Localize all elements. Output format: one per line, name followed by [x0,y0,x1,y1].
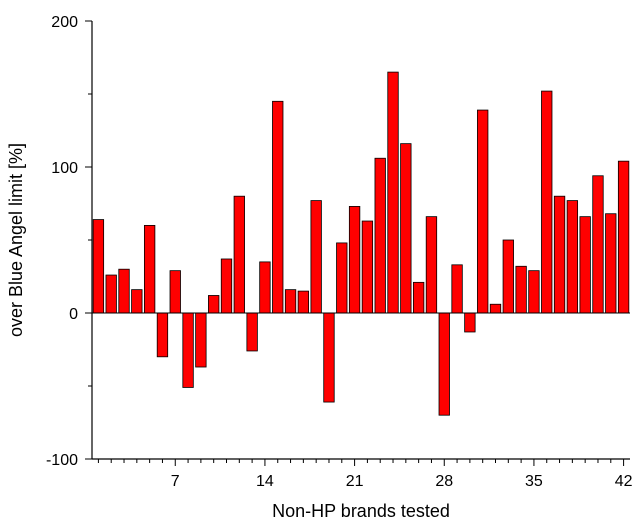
y-tick-label: 200 [51,14,78,31]
bar [233,195,245,314]
x-tick-label: 42 [615,473,633,490]
bar [387,71,399,314]
bar [143,224,156,314]
bar [361,220,374,314]
bar [553,195,566,314]
bar [208,295,220,314]
bars-layer [92,71,630,416]
x-tick-label: 21 [346,473,364,490]
bar [566,200,579,314]
x-tick-label: 14 [256,473,274,490]
bar [617,160,630,314]
bar [105,274,117,314]
bar [220,258,233,314]
bar [310,200,322,314]
bar [502,239,514,314]
bar [528,270,540,314]
x-tick-label: 35 [525,473,543,490]
bar [118,268,130,314]
bar [451,264,463,314]
ticks-layer: -100 0 100 200 7 14 21 28 35 42 [46,14,633,490]
bar [297,290,310,314]
y-tick-label: 0 [69,306,78,323]
y-axis-title: over Blue Angel limit [%] [6,143,26,337]
bar [515,265,527,314]
bar [489,303,502,314]
bar [272,100,284,314]
bar [374,157,386,314]
x-tick-label: 7 [171,473,180,490]
x-axis-title: Non-HP brands tested [272,501,450,521]
bar [182,312,194,388]
bar [348,206,361,314]
bar [336,242,348,314]
bar [156,312,169,358]
bar [412,281,425,314]
bar [592,175,604,314]
bar [284,289,297,314]
bar [195,312,207,368]
bar [541,90,553,314]
bar [425,216,438,314]
bar [477,109,489,314]
bar [92,219,105,314]
bar [400,143,412,314]
bar [246,312,258,352]
bar [438,312,450,416]
y-tick-label: -100 [46,452,78,469]
x-tick-label: 28 [435,473,453,490]
y-tick-label: 100 [51,160,78,177]
bar [169,270,181,314]
bar [323,312,335,403]
bar [131,289,143,314]
bar [464,312,476,333]
bar [579,216,591,314]
bar [605,213,617,314]
bar [259,261,271,314]
